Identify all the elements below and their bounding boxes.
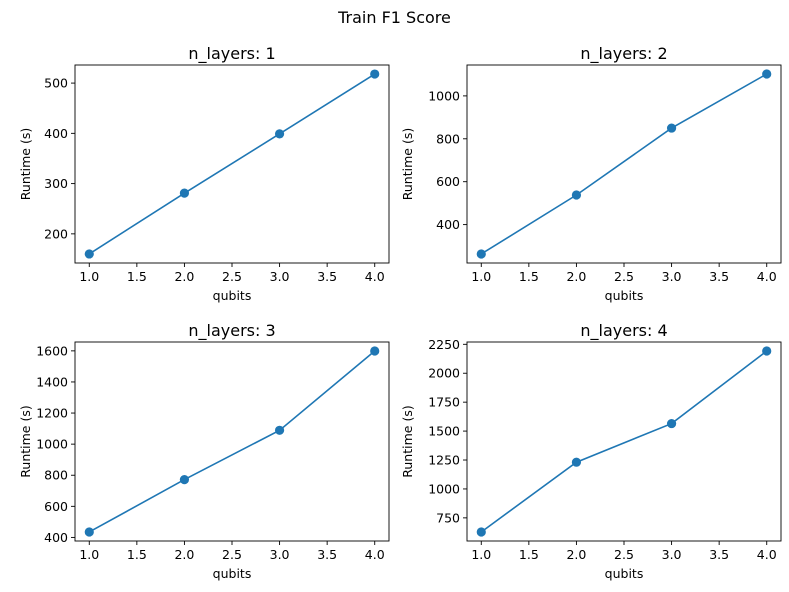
subplot-1-xlabel: qubits [213,288,252,303]
subplot-1-data-point [179,188,190,198]
subplot-1-ytick-label: 300 [44,176,68,191]
subplot-2-ytick-label: 400 [436,217,460,232]
subplot-2-ytick-label: 800 [436,131,460,146]
subplot-4-ytick-label: 2000 [428,366,460,381]
figure-title: Train F1 Score [337,8,451,27]
subplot-1-xtick-label: 1.5 [127,269,147,284]
subplot-3-data-point [370,346,380,356]
subplot-1-ytick-label: 200 [44,226,68,241]
subplot-3-xtick-label: 3.0 [270,547,290,562]
subplot-1-ylabel: Runtime (s) [18,128,33,200]
subplot-2-xtick-label: 2.0 [566,269,586,284]
subplot-2-data-point [476,249,486,259]
subplot-2-data-point [666,123,677,133]
subplot-4-ytick-label: 2250 [428,337,460,352]
subplot-4-xtick-label: 1.5 [519,547,539,562]
subplot-2-series-line [480,73,768,255]
subplot-2-xtick-label: 4.0 [757,269,777,284]
subplot-1-data-point [370,69,380,79]
subplot-1-xtick-label: 3.5 [317,269,337,284]
subplot-2-xtick-label: 2.5 [614,269,634,284]
subplot-2-data-point [571,190,582,200]
subplot-2-xtick-label: 3.0 [662,269,682,284]
subplot-3-ytick-label: 1400 [36,374,68,389]
subplot-3-data-point [179,474,190,485]
subplot-1-xtick-label: 2.0 [174,269,194,284]
subplot-3-title: n_layers: 3 [188,321,275,341]
subplot-1: n_layers: 1 1.0 1.5 2.0 2.5 3.0 3.5 4.0 200 300 40… [18,44,390,303]
subplot-4-xtick-label: 2.0 [566,547,586,562]
subplot-3-xlabel: qubits [213,566,252,581]
subplot-1-ytick-label: 400 [44,126,68,141]
subplot-1-series-line [88,73,376,255]
subplot-1-xtick-label: 1.0 [79,269,99,284]
subplot-1-frame [74,64,390,264]
subplot-4-xtick-label: 1.0 [471,547,491,562]
subplot-4: n_layers: 4 1.0 1.5 2.0 2.5 3.0 3.5 4.0 750 1000 1… [400,321,782,581]
subplot-1-data-point [84,249,94,259]
subplot-1-title: n_layers: 1 [188,44,275,64]
subplot-4-frame [466,341,782,542]
subplot-4-title: n_layers: 4 [580,321,667,341]
subplot-1-ytick-label: 500 [44,76,68,91]
subplot-3-series-line [88,350,376,533]
subplot-4-data-point [762,346,772,356]
subplot-3-xtick-label: 3.5 [317,547,337,562]
subplot-2-xlabel: qubits [605,288,644,303]
subplot-4-ytick-label: 1250 [428,453,460,468]
subplot-4-data-point [666,418,677,429]
subplot-4-ytick-label: 1000 [428,481,460,496]
subplot-1-xtick-label: 2.5 [222,269,242,284]
subplot-4-xtick-label: 3.0 [662,547,682,562]
subplot-3-ytick-label: 400 [44,530,68,545]
subplot-2-ytick-label: 1000 [428,88,460,103]
subplot-4-data-point [476,527,486,537]
subplot-3-xtick-label: 1.5 [127,547,147,562]
subplot-4-ytick-label: 750 [436,510,460,525]
subplot-1-xtick-label: 3.0 [270,269,290,284]
subplot-2-frame [466,64,782,264]
subplot-3-ytick-label: 1200 [36,406,68,421]
subplot-4-xtick-label: 4.0 [757,547,777,562]
subplot-1-data-point [274,129,285,139]
subplot-3-ytick-label: 1600 [36,343,68,358]
subplot-4-xlabel: qubits [605,566,644,581]
subplot-3-ytick-label: 1000 [36,437,68,452]
subplot-4-series-line [480,350,768,533]
subplot-3-xtick-label: 2.5 [222,547,242,562]
subplot-4-xtick-label: 3.5 [709,547,729,562]
subplot-4-xtick-label: 2.5 [614,547,634,562]
subplot-3: n_layers: 3 1.0 1.5 2.0 2.5 3.0 3.5 4.0 400 600 80… [18,321,390,581]
subplot-2-ytick-label: 600 [436,174,460,189]
subplot-2-data-point [762,69,772,79]
subplot-3-ytick-label: 800 [44,468,68,483]
subplot-3-ylabel: Runtime (s) [18,405,33,477]
subplot-3-xtick-label: 2.0 [174,547,194,562]
subplot-4-ytick-label: 1500 [428,424,460,439]
subplot-3-data-point [84,527,94,537]
subplot-4-ylabel: Runtime (s) [400,405,415,477]
subplot-4-ytick-label: 1750 [428,395,460,410]
subplot-4-data-point [571,457,582,467]
subplot-2-title: n_layers: 2 [580,44,667,64]
subplot-3-data-point [274,425,285,435]
subplot-3-ytick-label: 600 [44,499,68,514]
subplot-2-xtick-label: 3.5 [709,269,729,284]
subplot-2-ylabel: Runtime (s) [400,128,415,200]
subplot-2: n_layers: 2 1.0 1.5 2.0 2.5 3.0 3.5 4.0 400 600 80… [400,44,782,303]
subplot-1-xtick-label: 4.0 [365,269,385,284]
subplot-3-xtick-label: 4.0 [365,547,385,562]
subplot-3-frame [74,341,390,542]
subplot-3-xtick-label: 1.0 [79,547,99,562]
subplot-2-xtick-label: 1.5 [519,269,539,284]
subplot-2-xtick-label: 1.0 [471,269,491,284]
